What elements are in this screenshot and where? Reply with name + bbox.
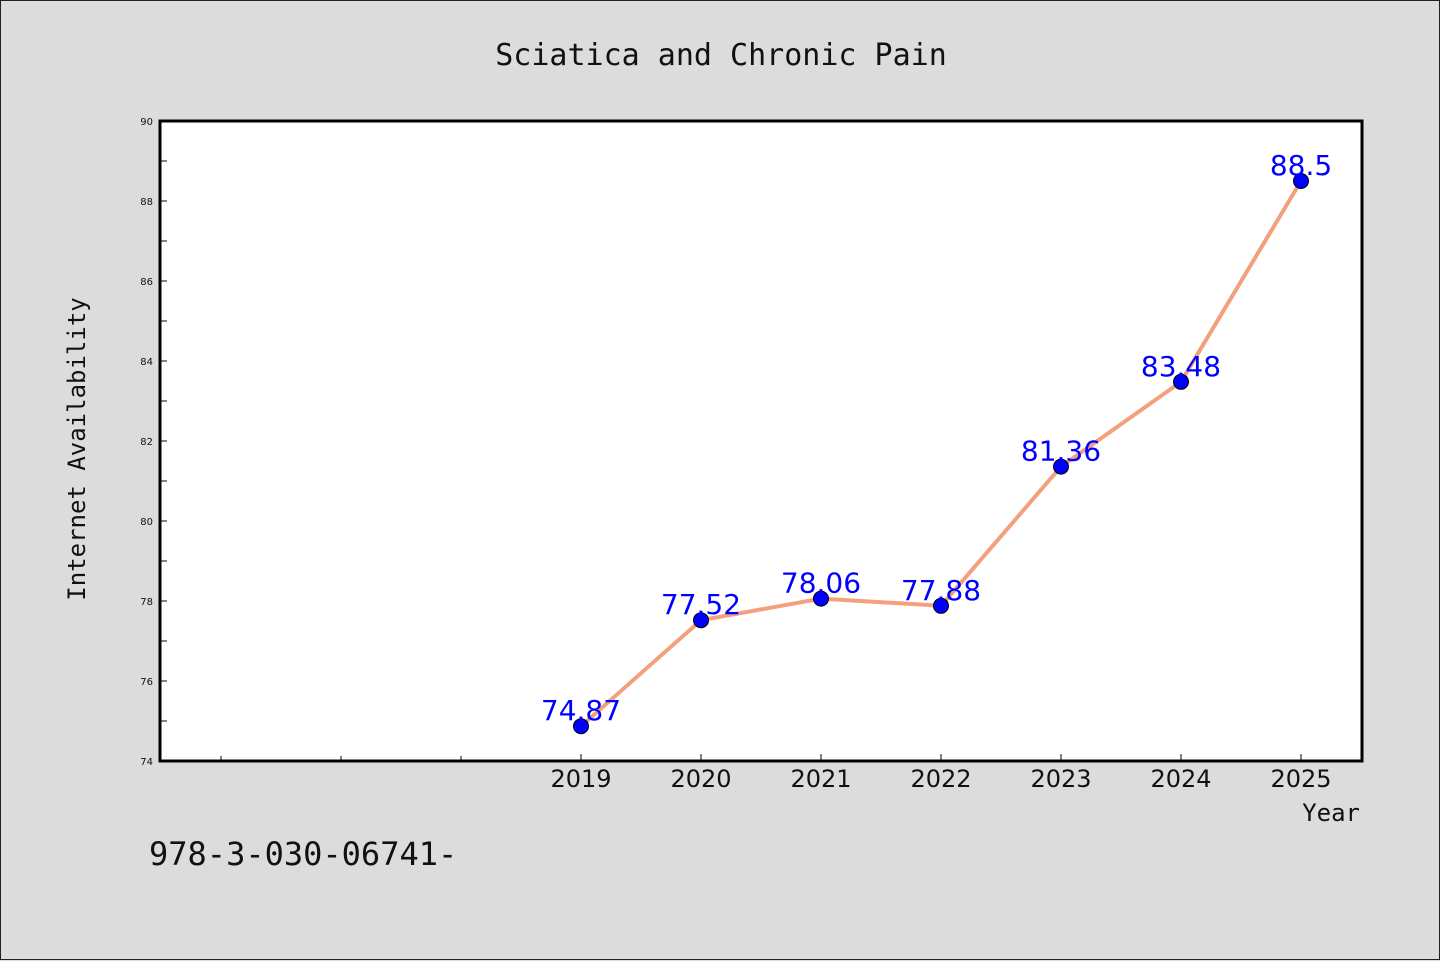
x-axis-label: Year [1302, 799, 1360, 827]
data-point [813, 590, 829, 607]
data-point [1173, 373, 1189, 390]
x-tick-label: 2021 [790, 765, 851, 793]
data-point [1293, 173, 1309, 189]
data-label: 83.48 [1141, 350, 1221, 383]
data-point [1053, 458, 1069, 475]
data-label: 81.36 [1021, 435, 1101, 468]
y-tick-label: 76 [140, 677, 153, 688]
y-tick-label: 82 [140, 437, 153, 448]
y-axis: 74 76 78 80 82 84 86 88 90 [140, 117, 167, 768]
x-tick-label: 2020 [670, 765, 731, 793]
data-point [693, 612, 709, 629]
y-tick-label: 86 [140, 277, 153, 288]
y-axis-label: Internet Availability [63, 297, 91, 600]
data-point [933, 597, 949, 614]
x-tick-label: 2025 [1270, 765, 1331, 793]
series: 74.87 77.52 78.06 77.88 81.36 83.48 88.5 [541, 149, 1332, 735]
y-tick-label: 80 [140, 517, 153, 528]
data-label: 77.88 [901, 574, 981, 607]
y-tick-label: 78 [140, 597, 153, 608]
data-label: 88.5 [1270, 149, 1332, 182]
y-tick-label: 74 [140, 757, 153, 768]
y-tick-label: 84 [140, 357, 153, 368]
y-tick-label: 90 [140, 117, 153, 128]
x-tick-label: 2024 [1150, 765, 1211, 793]
x-tick-label: 2022 [910, 765, 971, 793]
chart-title: Sciatica and Chronic Pain [495, 38, 947, 73]
data-point [573, 718, 589, 735]
data-label: 78.06 [781, 567, 861, 600]
x-tick-label: 2019 [550, 765, 611, 793]
footer-text: 978-3-030-06741- [149, 835, 457, 873]
plot-area [158, 119, 1364, 763]
x-axis: 2019 2020 2021 2022 2023 2024 2025 [220, 754, 1332, 793]
x-tick-label: 2023 [1030, 765, 1091, 793]
data-label: 77.52 [661, 588, 741, 621]
data-label: 74.87 [541, 694, 621, 727]
y-tick-label: 88 [140, 197, 153, 208]
